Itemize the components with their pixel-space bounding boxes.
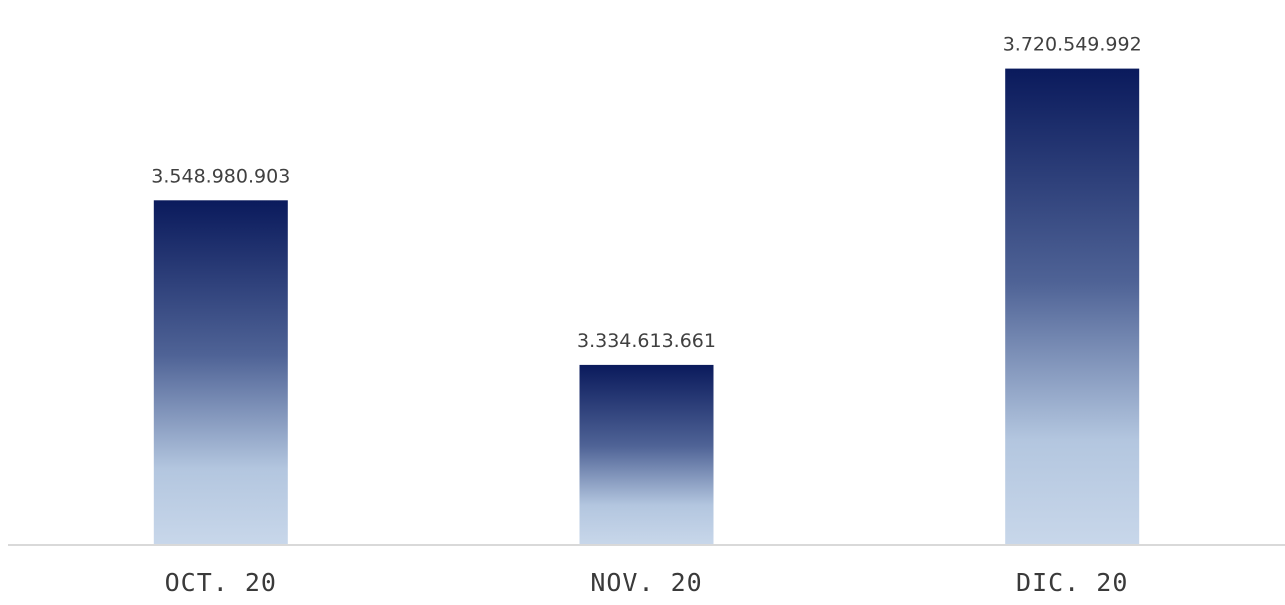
bar-nov-20 [579, 364, 714, 545]
labels-layer: 3.548.980.903 OCT. 20 3.334.613.661 NOV. 20… [151, 34, 1141, 597]
bar-oct-20 [153, 200, 288, 546]
bar-dic-20 [1005, 68, 1140, 545]
data-label: 3.720.549.992 [1003, 34, 1142, 56]
data-label: 3.548.980.903 [151, 165, 290, 187]
bars-layer [153, 68, 1140, 546]
data-label: 3.334.613.661 [577, 330, 716, 352]
x-tick-label: NOV. 20 [590, 568, 702, 597]
x-tick-label: OCT. 20 [165, 568, 277, 597]
x-tick-label: DIC. 20 [1016, 568, 1128, 597]
